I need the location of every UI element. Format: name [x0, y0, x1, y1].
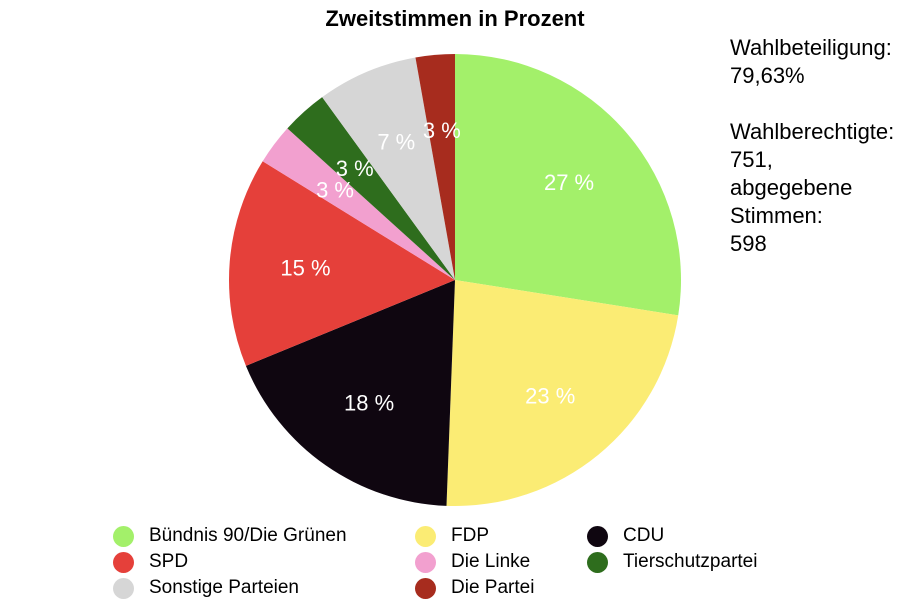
slice-label: 3 %	[316, 177, 354, 202]
cast-label-2: Stimmen:	[730, 203, 823, 228]
pie-slice-tierschutzpartei	[287, 97, 455, 280]
pie-slice-die-partei	[415, 54, 455, 280]
slice-label: 23 %	[525, 383, 575, 408]
legend-swatch-icon	[415, 551, 436, 573]
slice-label: 7 %	[377, 129, 415, 154]
legend-item: Die Linke	[415, 549, 587, 575]
pie-slice-fdp	[446, 280, 679, 506]
legend-item: FDP	[415, 523, 587, 549]
legend-swatch-icon	[587, 551, 608, 573]
legend-label: SPD	[149, 551, 189, 572]
legend-swatch-icon	[113, 525, 134, 547]
legend-label: Tierschutzpartei	[623, 551, 758, 572]
legend-label: FDP	[451, 525, 489, 546]
pie-slice-b-ndnis-90-die-gr-nen	[455, 54, 681, 316]
slice-label: 15 %	[280, 255, 330, 280]
slice-label: 18 %	[344, 390, 394, 415]
legend-label: CDU	[623, 525, 665, 546]
legend-label: Sonstige Parteien	[149, 577, 299, 598]
cast-label-1: abgegebene	[730, 175, 853, 200]
legend-label: Die Linke	[451, 551, 531, 572]
legend-item: SPD	[113, 549, 415, 575]
legend-swatch-icon	[113, 577, 134, 599]
legend-swatch-icon	[415, 577, 436, 599]
slice-label: 3 %	[336, 156, 374, 181]
chart-title: Zweitstimmen in Prozent	[325, 6, 585, 31]
legend-item: Sonstige Parteien	[113, 575, 415, 601]
election-stats: Wahlbeteiligung: 79,63% Wahlberechtigte:…	[730, 34, 900, 258]
slice-label: 3 %	[423, 118, 461, 143]
legend-item: Bündnis 90/Die Grünen	[113, 523, 415, 549]
legend-swatch-icon	[415, 525, 436, 547]
cast-value: 598	[730, 231, 767, 256]
legend-label: Die Partei	[451, 577, 535, 598]
legend-item: CDU	[587, 523, 797, 549]
pie-slice-cdu	[245, 280, 455, 506]
legend-swatch-icon	[587, 525, 608, 547]
slice-label: 27 %	[544, 170, 594, 195]
legend-item: Tierschutzpartei	[587, 549, 797, 575]
eligible-label: Wahlberechtigte:	[730, 119, 895, 144]
chart-legend: Bündnis 90/Die Grünen FDP CDU SPD Die Linke T…	[113, 523, 797, 601]
legend-item: Die Partei	[415, 575, 587, 601]
legend-label: Bündnis 90/Die Grünen	[149, 525, 347, 546]
pie-slice-spd	[228, 161, 455, 366]
pie-slice-die-linke	[262, 128, 455, 280]
pie-slice-sonstige-parteien	[322, 57, 455, 280]
legend-swatch-icon	[113, 551, 134, 573]
turnout-label: Wahlbeteiligung:	[730, 35, 892, 60]
eligible-value: 751,	[730, 147, 773, 172]
turnout-value: 79,63%	[730, 63, 805, 88]
